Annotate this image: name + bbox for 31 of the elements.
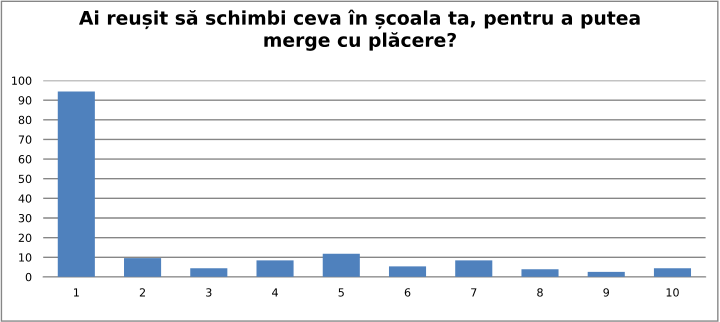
y-tick-label: 10 bbox=[19, 253, 32, 262]
bar bbox=[256, 260, 294, 277]
y-tick-label: 90 bbox=[18, 96, 32, 105]
chart-title: Ai reușit să schimbi ceva în școala ta, pentru a putea merge cu plăcere? bbox=[78, 10, 640, 51]
bar bbox=[521, 269, 559, 277]
x-tick-label: 1 bbox=[74, 288, 79, 296]
y-tick-label: 100 bbox=[12, 76, 32, 85]
x-tick-label: 6 bbox=[404, 288, 410, 297]
bar bbox=[388, 266, 426, 277]
x-tick-label: 7 bbox=[471, 288, 476, 296]
bar bbox=[124, 258, 162, 277]
x-tick-label: 4 bbox=[272, 288, 278, 296]
y-tick-label: 20 bbox=[18, 234, 32, 242]
bar bbox=[322, 254, 360, 277]
bar bbox=[654, 268, 692, 277]
bar bbox=[455, 260, 492, 277]
bar bbox=[58, 92, 95, 277]
y-tick-label: 80 bbox=[18, 116, 32, 124]
bar bbox=[190, 268, 228, 277]
y-tick-label: 60 bbox=[18, 155, 32, 164]
x-tick-label: 2 bbox=[140, 288, 145, 296]
y-tick-label: 30 bbox=[18, 214, 32, 222]
y-tick-label: 50 bbox=[18, 174, 32, 184]
x-tick-label: 3 bbox=[206, 288, 212, 297]
x-tick-label: 9 bbox=[603, 288, 609, 297]
y-tick-label: 70 bbox=[18, 135, 32, 144]
x-tick-label: 8 bbox=[537, 288, 543, 297]
x-tick-label: 5 bbox=[338, 288, 344, 297]
y-tick-label: 40 bbox=[18, 194, 32, 203]
y-tick-label: 0 bbox=[26, 272, 32, 282]
x-tick-label: 10 bbox=[666, 288, 679, 297]
